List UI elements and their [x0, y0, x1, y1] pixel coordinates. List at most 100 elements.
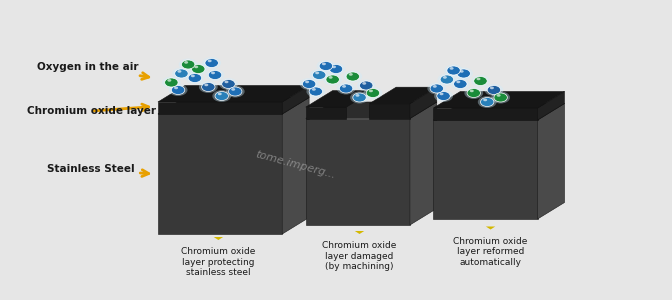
Ellipse shape: [437, 92, 450, 100]
Ellipse shape: [218, 92, 222, 95]
Ellipse shape: [169, 84, 187, 96]
Text: Stainless Steel: Stainless Steel: [47, 164, 149, 176]
Ellipse shape: [456, 80, 460, 83]
Ellipse shape: [494, 93, 507, 102]
Ellipse shape: [215, 92, 228, 100]
Ellipse shape: [306, 85, 325, 98]
Ellipse shape: [362, 82, 366, 85]
Ellipse shape: [355, 94, 360, 97]
Ellipse shape: [315, 71, 319, 74]
Polygon shape: [355, 231, 364, 234]
Polygon shape: [306, 107, 346, 118]
Polygon shape: [410, 102, 437, 225]
Ellipse shape: [222, 80, 235, 88]
Ellipse shape: [437, 74, 456, 86]
Ellipse shape: [175, 69, 188, 78]
Ellipse shape: [305, 80, 309, 83]
Ellipse shape: [434, 90, 453, 102]
Polygon shape: [433, 108, 538, 120]
Ellipse shape: [167, 79, 171, 82]
Ellipse shape: [310, 69, 329, 81]
Ellipse shape: [342, 85, 346, 88]
Ellipse shape: [208, 59, 212, 62]
Polygon shape: [370, 104, 410, 119]
Ellipse shape: [194, 66, 198, 68]
Ellipse shape: [302, 80, 316, 88]
Ellipse shape: [430, 84, 444, 93]
Text: Oxygen in the air: Oxygen in the air: [37, 62, 149, 79]
Polygon shape: [433, 103, 564, 120]
Ellipse shape: [470, 89, 474, 92]
Ellipse shape: [457, 69, 470, 78]
Ellipse shape: [357, 80, 376, 92]
Ellipse shape: [454, 80, 467, 88]
Ellipse shape: [323, 74, 342, 86]
Ellipse shape: [184, 61, 188, 64]
Ellipse shape: [360, 81, 373, 90]
Ellipse shape: [317, 60, 335, 72]
Polygon shape: [282, 85, 309, 114]
Ellipse shape: [447, 66, 460, 75]
Ellipse shape: [191, 74, 195, 77]
Ellipse shape: [476, 77, 480, 80]
Ellipse shape: [185, 72, 204, 84]
Polygon shape: [410, 87, 437, 118]
Ellipse shape: [450, 67, 454, 70]
Polygon shape: [433, 120, 538, 219]
Polygon shape: [486, 226, 495, 230]
Ellipse shape: [177, 70, 181, 73]
Ellipse shape: [485, 84, 503, 96]
Ellipse shape: [226, 85, 245, 98]
Ellipse shape: [228, 87, 242, 96]
Ellipse shape: [339, 84, 353, 93]
Ellipse shape: [211, 71, 215, 74]
Ellipse shape: [329, 64, 343, 74]
Polygon shape: [306, 102, 437, 119]
Ellipse shape: [202, 57, 221, 69]
Text: Chromium oxide
layer protecting
stainless steel: Chromium oxide layer protecting stainles…: [181, 248, 255, 277]
Ellipse shape: [490, 86, 494, 89]
Text: Chromium oxide layer: Chromium oxide layer: [27, 104, 156, 116]
Ellipse shape: [300, 78, 319, 90]
Ellipse shape: [467, 88, 480, 98]
Ellipse shape: [188, 74, 202, 82]
Ellipse shape: [350, 92, 369, 104]
Ellipse shape: [427, 82, 446, 94]
Ellipse shape: [206, 69, 224, 81]
Ellipse shape: [497, 94, 501, 97]
Ellipse shape: [483, 98, 487, 101]
Ellipse shape: [329, 76, 333, 79]
Ellipse shape: [439, 92, 444, 95]
Ellipse shape: [444, 64, 463, 76]
Polygon shape: [433, 92, 564, 108]
Ellipse shape: [443, 76, 447, 79]
Ellipse shape: [366, 88, 380, 98]
Ellipse shape: [454, 68, 473, 80]
Ellipse shape: [433, 85, 437, 88]
Text: tome.imperg...: tome.imperg...: [255, 149, 337, 181]
Ellipse shape: [353, 93, 366, 102]
Polygon shape: [306, 91, 373, 107]
Ellipse shape: [172, 68, 191, 80]
Ellipse shape: [319, 61, 333, 70]
Polygon shape: [158, 98, 309, 114]
Ellipse shape: [326, 75, 339, 84]
Ellipse shape: [451, 78, 470, 90]
Ellipse shape: [312, 88, 316, 91]
Ellipse shape: [327, 63, 345, 75]
Ellipse shape: [224, 80, 228, 83]
Ellipse shape: [460, 70, 464, 73]
Text: Chromium oxide
layer damaged
(by machining): Chromium oxide layer damaged (by machini…: [323, 242, 396, 271]
Ellipse shape: [219, 78, 238, 90]
Polygon shape: [538, 103, 564, 219]
Ellipse shape: [491, 92, 510, 104]
Polygon shape: [214, 237, 223, 240]
Ellipse shape: [179, 58, 198, 70]
Ellipse shape: [231, 88, 235, 91]
Ellipse shape: [346, 72, 360, 81]
Polygon shape: [158, 102, 282, 114]
Ellipse shape: [332, 66, 336, 68]
Ellipse shape: [208, 70, 222, 80]
Ellipse shape: [192, 64, 205, 74]
Ellipse shape: [162, 76, 181, 88]
